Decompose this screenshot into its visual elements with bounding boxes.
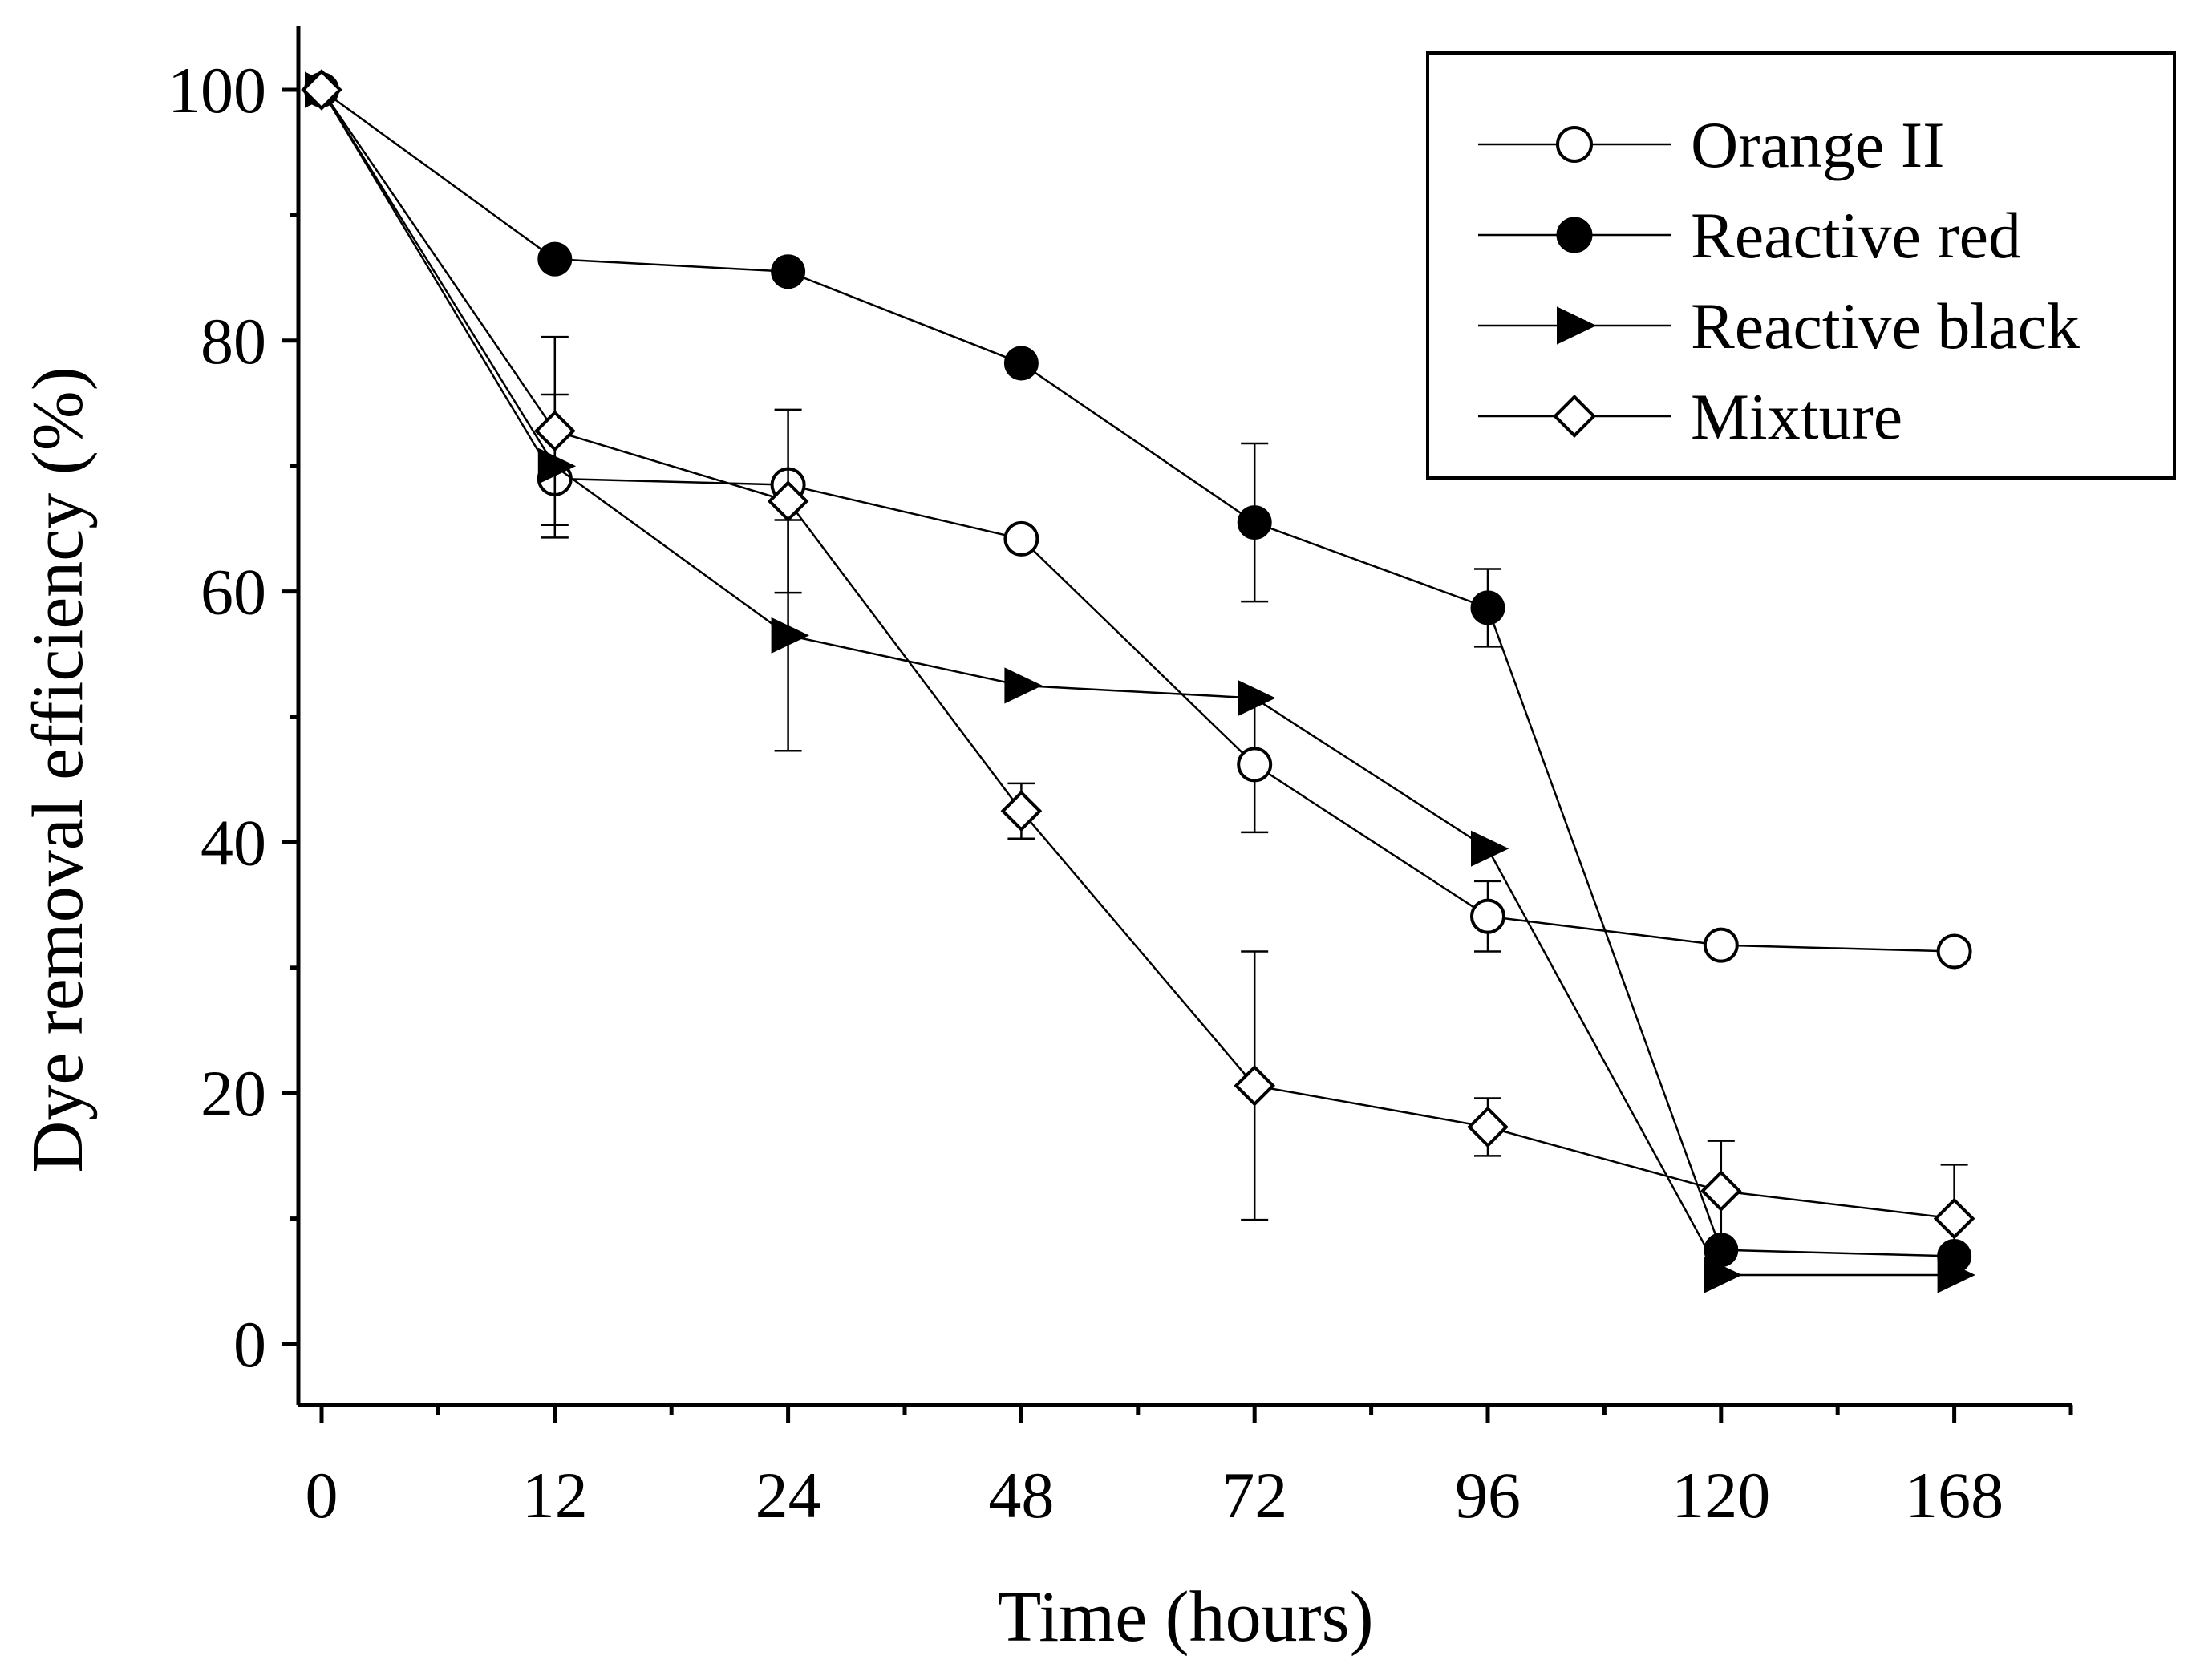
series-layer — [301, 69, 1975, 1293]
y-tick-label: 0 — [233, 1308, 266, 1381]
data-point — [537, 241, 573, 277]
data-point — [1234, 1064, 1276, 1107]
series-line — [321, 88, 1955, 1257]
data-point — [1238, 679, 1276, 717]
axes: 0 20 40 60 80 100 0 12 24 48 72 96 120 168 — [168, 26, 2073, 1532]
y-axis-title: Dye removal efficiency (%) — [18, 366, 98, 1172]
data-point — [1703, 927, 1739, 963]
data-point — [301, 69, 342, 111]
data-point — [1004, 667, 1043, 704]
legend-label: Reactive black — [1691, 289, 2080, 362]
data-point — [1003, 346, 1039, 381]
y-tick-label: 20 — [201, 1057, 266, 1130]
legend-label: Reactive red — [1691, 199, 2021, 272]
series-line — [320, 89, 1955, 953]
data-point — [1700, 1170, 1742, 1212]
data-point — [1467, 1106, 1509, 1148]
data-point — [1237, 747, 1273, 783]
legend-label: Mixture — [1691, 380, 1902, 453]
data-point — [1704, 1257, 1743, 1293]
data-point — [533, 410, 576, 452]
y-tick-label: 60 — [201, 556, 266, 629]
x-tick-label: 96 — [1455, 1459, 1521, 1532]
series-mixture — [301, 69, 1975, 1274]
x-axis-title: Time (hours) — [997, 1577, 1373, 1657]
data-point — [1000, 790, 1043, 832]
data-point — [1933, 1197, 1975, 1240]
data-point — [1936, 933, 1972, 970]
data-point — [767, 480, 809, 522]
legend-label: Orange II — [1691, 108, 1944, 181]
legend-marker — [1553, 395, 1596, 438]
data-point — [1937, 1257, 1975, 1293]
x-tick-label: 24 — [756, 1459, 821, 1532]
x-tick-label: 12 — [522, 1459, 588, 1532]
x-tick-label: 120 — [1671, 1459, 1770, 1532]
data-point — [1470, 590, 1505, 625]
x-tick-label: 72 — [1222, 1459, 1287, 1532]
series-line — [320, 89, 1955, 1220]
data-point — [1470, 898, 1505, 934]
legend-marker — [1557, 306, 1597, 345]
data-point — [1237, 505, 1272, 540]
data-point — [771, 617, 809, 654]
data-point — [537, 447, 577, 484]
x-tick-label: 48 — [988, 1459, 1054, 1532]
x-tick-label: 168 — [1905, 1459, 2004, 1532]
legend-marker — [1556, 217, 1593, 253]
x-tick-label: 0 — [306, 1459, 338, 1532]
y-tick-label: 40 — [201, 806, 266, 879]
legend: Orange II Reactive red Reactive black Mixtu… — [1426, 51, 2176, 480]
data-point — [1003, 520, 1039, 557]
y-tick-label: 80 — [201, 305, 266, 378]
series-line — [320, 89, 1955, 1277]
y-tick-label: 100 — [168, 54, 266, 127]
data-point — [771, 254, 806, 289]
legend-marker — [1556, 126, 1593, 163]
legend-box — [1426, 51, 2176, 480]
data-point — [1471, 830, 1509, 867]
